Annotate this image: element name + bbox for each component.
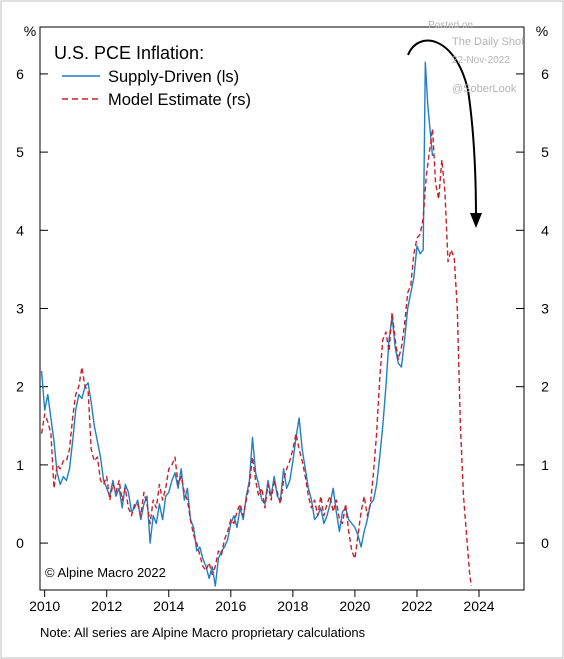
legend-label-model-estimate: Model Estimate (rs) (108, 91, 251, 109)
right-y-tick-label: 1 (541, 457, 549, 473)
right-y-tick-label: 3 (541, 301, 549, 317)
right-y-tick-label: 2 (541, 379, 549, 395)
watermark-handle: @SoberLook (452, 83, 517, 95)
x-tick-label: 2022 (401, 598, 432, 614)
watermark-date: 22-Nov-2022 (452, 55, 510, 66)
x-tick-label: 2020 (339, 598, 370, 614)
axis-ticks: 0 0 1 1 2 2 3 3 4 4 5 5 6 6 2010 2012 2014 2016 2018 2020 20… (16, 66, 549, 614)
chart-title: U.S. PCE Inflation: (54, 43, 204, 63)
series-line-model-estimate (40, 127, 472, 587)
left-y-tick-label: 4 (16, 222, 24, 238)
left-axis-unit-label: % (24, 23, 36, 39)
left-y-tick-label: 6 (16, 66, 24, 82)
left-y-tick-label: 5 (16, 144, 24, 160)
series-layer (40, 61, 472, 587)
x-tick-label: 2018 (277, 598, 308, 614)
arrow-curve (407, 39, 477, 219)
x-tick-label: 2016 (215, 598, 246, 614)
footnote: Note: All series are Alpine Macro propri… (40, 625, 366, 640)
watermark-source: The Daily Shot (452, 36, 525, 48)
x-tick-label: 2024 (463, 598, 494, 614)
chart-credit: © Alpine Macro 2022 (45, 565, 166, 580)
left-y-tick-label: 0 (16, 535, 24, 551)
right-y-tick-label: 0 (541, 535, 549, 551)
x-tick-label: 2014 (153, 598, 184, 614)
legend-label-supply-driven: Supply-Driven (ls) (108, 68, 239, 86)
right-axis-unit-label: % (536, 23, 548, 39)
x-tick-label: 2012 (91, 598, 122, 614)
left-y-tick-label: 1 (16, 457, 24, 473)
legend: U.S. PCE Inflation: Supply-Driven (ls) M… (54, 43, 251, 109)
right-y-tick-label: 4 (541, 222, 549, 238)
watermark-posted-on: Posted on (428, 20, 474, 31)
left-y-tick-label: 3 (16, 301, 24, 317)
right-y-tick-label: 6 (541, 66, 549, 82)
left-y-tick-label: 2 (16, 379, 24, 395)
arrow-head-icon (470, 213, 482, 228)
downward-arrow-annotation (407, 39, 482, 228)
x-tick-label: 2010 (29, 598, 60, 614)
right-y-tick-label: 5 (541, 144, 549, 160)
